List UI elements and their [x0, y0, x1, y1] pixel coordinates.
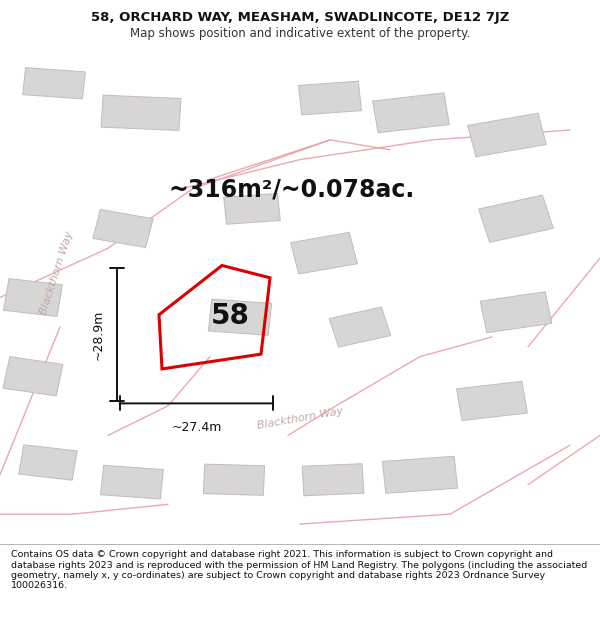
Text: Blackthorn Way: Blackthorn Way	[39, 230, 75, 316]
Polygon shape	[4, 279, 62, 316]
Polygon shape	[101, 95, 181, 131]
Polygon shape	[93, 209, 153, 248]
Text: Blackthorn Way: Blackthorn Way	[256, 406, 344, 431]
Polygon shape	[479, 195, 553, 242]
Polygon shape	[302, 464, 364, 496]
Polygon shape	[329, 307, 391, 347]
Polygon shape	[468, 113, 546, 157]
Polygon shape	[101, 466, 163, 499]
Polygon shape	[203, 464, 265, 496]
Polygon shape	[290, 232, 358, 274]
Text: Map shows position and indicative extent of the property.: Map shows position and indicative extent…	[130, 27, 470, 40]
Text: 58: 58	[211, 302, 249, 330]
Text: 58, ORCHARD WAY, MEASHAM, SWADLINCOTE, DE12 7JZ: 58, ORCHARD WAY, MEASHAM, SWADLINCOTE, D…	[91, 11, 509, 24]
Polygon shape	[19, 445, 77, 480]
Polygon shape	[23, 68, 85, 99]
Text: ~28.9m: ~28.9m	[92, 309, 105, 359]
Polygon shape	[3, 357, 63, 396]
Text: ~316m²/~0.078ac.: ~316m²/~0.078ac.	[168, 177, 414, 201]
Text: Contains OS data © Crown copyright and database right 2021. This information is : Contains OS data © Crown copyright and d…	[11, 550, 587, 591]
Polygon shape	[299, 81, 361, 115]
Polygon shape	[382, 456, 458, 493]
Polygon shape	[373, 93, 449, 132]
Text: ~27.4m: ~27.4m	[172, 421, 221, 434]
Polygon shape	[224, 193, 280, 224]
Polygon shape	[480, 292, 552, 332]
Polygon shape	[457, 381, 527, 421]
Polygon shape	[208, 299, 272, 335]
